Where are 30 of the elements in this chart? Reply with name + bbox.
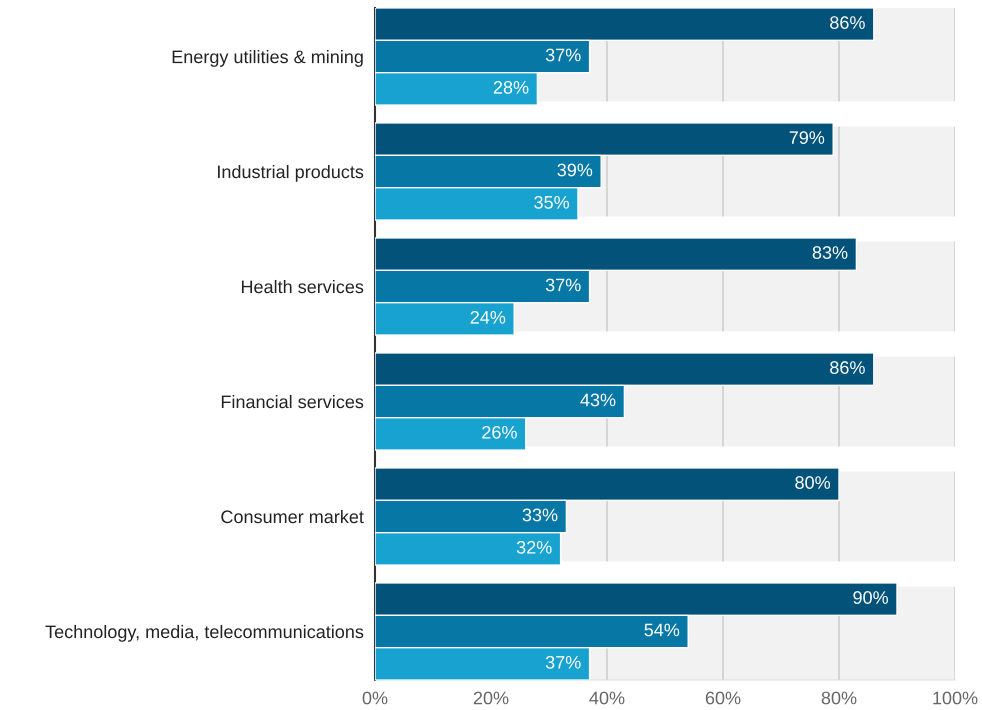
x-tick-label: 20% bbox=[474, 692, 508, 704]
data-label: 83% bbox=[812, 246, 848, 259]
data-label: 79% bbox=[790, 131, 824, 144]
x-tick-label: 60% bbox=[706, 692, 740, 704]
data-label: 54% bbox=[644, 624, 680, 636]
data-label: 43% bbox=[580, 394, 616, 406]
data-label: 26% bbox=[482, 426, 517, 439]
y-tick-label: Financial services bbox=[222, 394, 364, 408]
data-label: 86% bbox=[830, 361, 865, 374]
x-tick-label: 100% bbox=[933, 692, 978, 704]
y-tick-label: Energy utilities & mining bbox=[172, 50, 363, 67]
x-tick-label: 80% bbox=[822, 692, 856, 704]
data-label: 37% bbox=[546, 656, 581, 669]
data-label: 28% bbox=[494, 80, 528, 94]
y-tick-label: Health services bbox=[242, 280, 364, 294]
data-label: 24% bbox=[470, 310, 506, 324]
x-tick-label: 40% bbox=[589, 692, 624, 704]
y-tick-label: Consumer market bbox=[221, 510, 364, 524]
data-label: 86% bbox=[830, 16, 865, 29]
x-tick-label: 0% bbox=[362, 692, 388, 704]
data-label: 33% bbox=[522, 508, 558, 522]
y-tick-label: Industrial products bbox=[218, 164, 364, 182]
data-label: 39% bbox=[557, 164, 592, 176]
data-label: 32% bbox=[516, 540, 552, 554]
data-label: 37% bbox=[546, 48, 581, 62]
data-label: 35% bbox=[534, 196, 570, 209]
data-label: 80% bbox=[795, 476, 830, 489]
data-label: 90% bbox=[853, 591, 888, 604]
data-label: 37% bbox=[546, 278, 581, 292]
y-tick-label: Technology, media, telecommunications bbox=[46, 624, 364, 642]
